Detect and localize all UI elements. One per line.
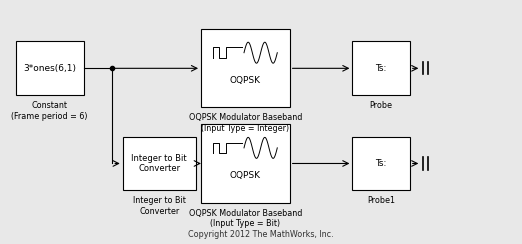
Bar [201, 29, 290, 107]
Text: Integer to Bit
Converter: Integer to Bit Converter [132, 154, 187, 173]
Bar [201, 124, 290, 203]
Text: Ts:: Ts: [375, 159, 387, 168]
Bar [16, 41, 84, 95]
Bar [123, 137, 196, 190]
Text: Probe: Probe [370, 101, 393, 110]
Text: Copyright 2012 The MathWorks, Inc.: Copyright 2012 The MathWorks, Inc. [188, 230, 334, 239]
Bar [352, 137, 410, 190]
Text: Probe1: Probe1 [367, 196, 395, 205]
Text: OQPSK Modulator Baseband
(Input Type = Bit): OQPSK Modulator Baseband (Input Type = B… [188, 209, 302, 228]
Text: 3*ones(6,1): 3*ones(6,1) [23, 64, 76, 73]
Text: Integer to Bit
Converter: Integer to Bit Converter [133, 196, 186, 216]
Text: Constant
(Frame period = 6): Constant (Frame period = 6) [11, 101, 88, 121]
Text: OQPSK: OQPSK [230, 76, 261, 84]
Text: Ts:: Ts: [375, 64, 387, 73]
Text: OQPSK Modulator Baseband
(Input Type = Integer): OQPSK Modulator Baseband (Input Type = I… [188, 113, 302, 133]
Bar [352, 41, 410, 95]
Text: OQPSK: OQPSK [230, 171, 261, 180]
